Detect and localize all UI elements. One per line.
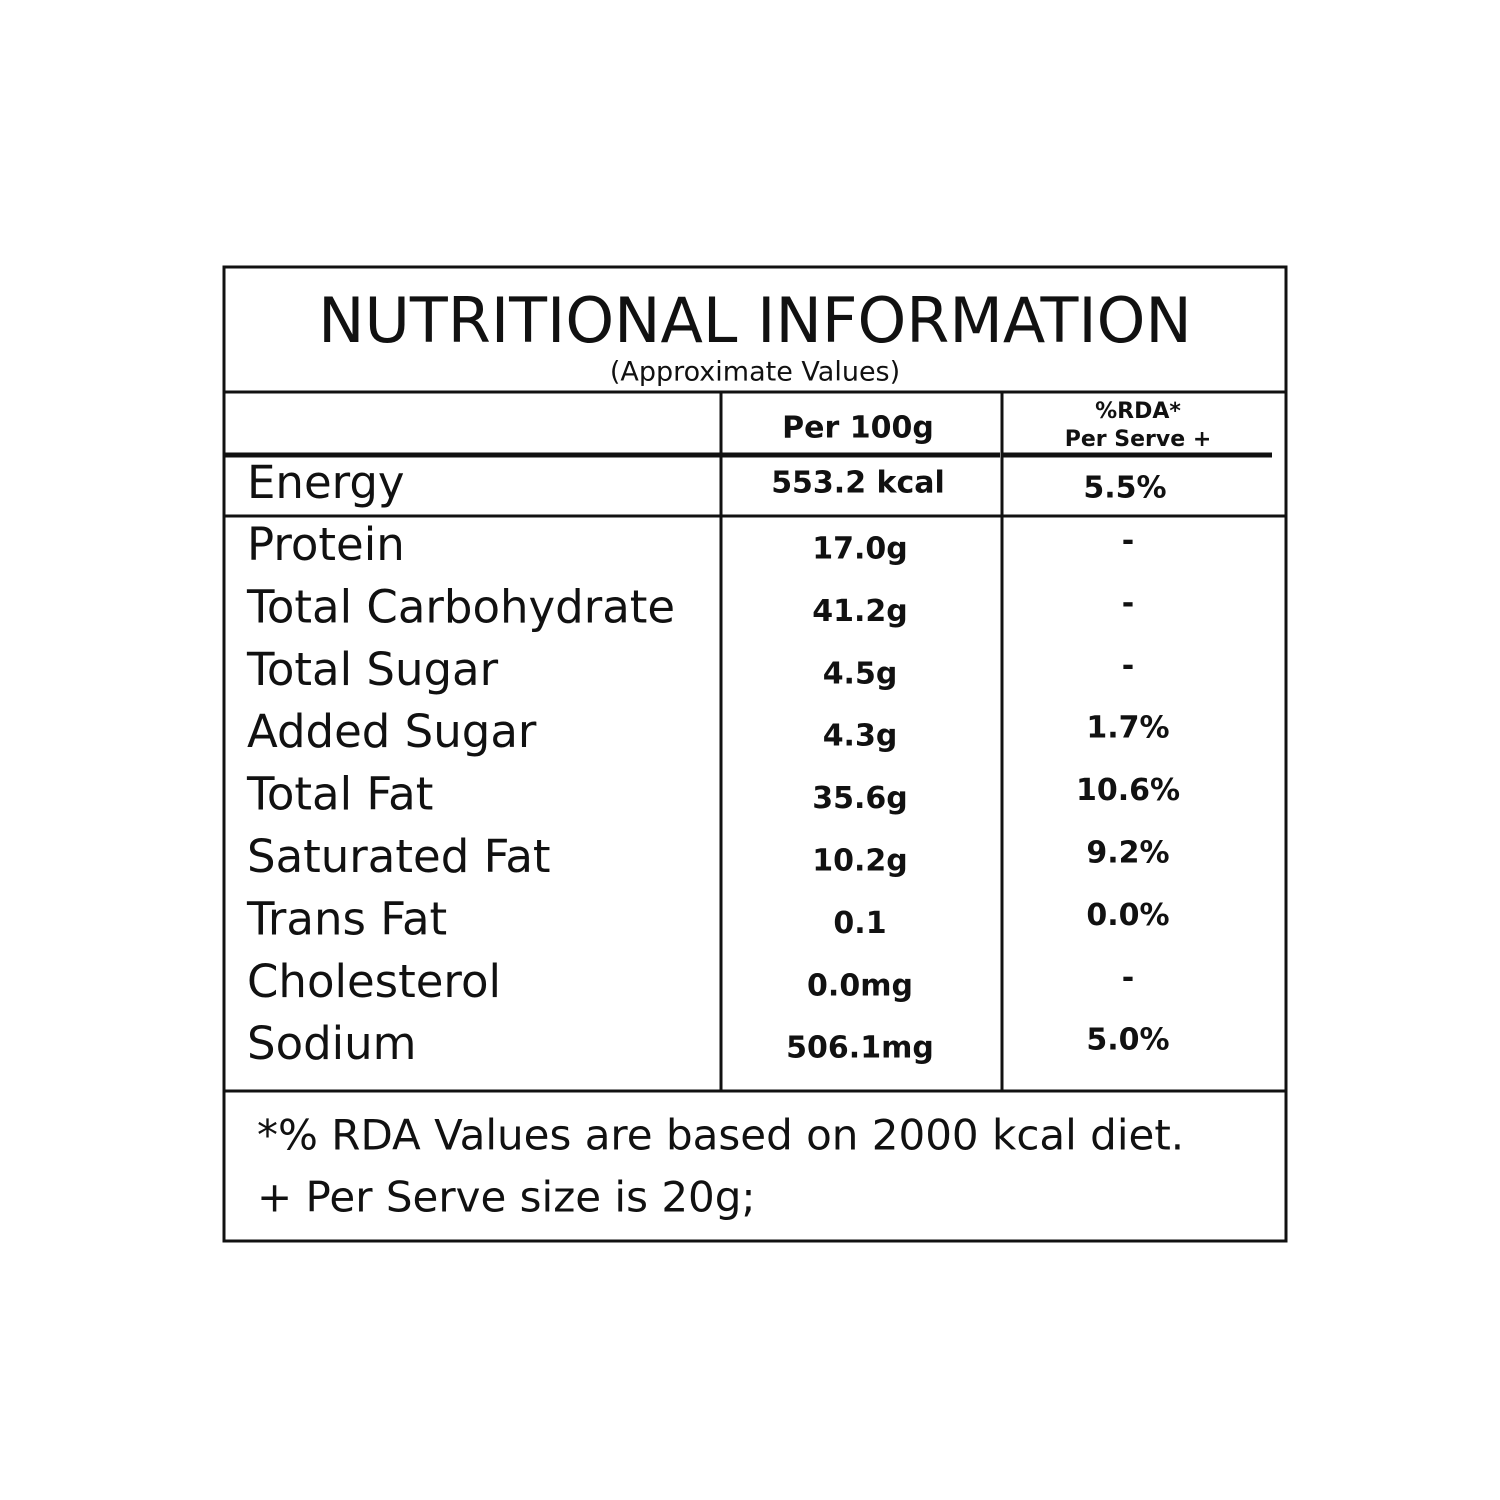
rda-value: 0.0% <box>1086 898 1169 933</box>
rda-value: 5.5% <box>1083 471 1166 506</box>
column-header: %RDA* <box>1095 399 1181 424</box>
nutrient-name: Sodium <box>247 1017 417 1070</box>
nutrient-value: 0.1 <box>833 906 886 941</box>
nutrient-value: 17.0g <box>812 532 908 567</box>
rda-value: - <box>1122 648 1134 683</box>
rda-value: 1.7% <box>1086 711 1169 746</box>
nutrient-name: Trans Fat <box>246 892 447 945</box>
nutrient-name: Cholesterol <box>247 955 501 1008</box>
rda-value: 10.6% <box>1076 773 1180 808</box>
rda-value: 5.0% <box>1086 1023 1169 1058</box>
nutrient-value: 0.0mg <box>807 968 913 1003</box>
nutrient-name: Protein <box>247 518 405 571</box>
nutrient-value: 10.2g <box>812 844 908 879</box>
title: NUTRITIONAL INFORMATION <box>318 284 1192 357</box>
nutrient-name: Total Carbohydrate <box>246 580 675 633</box>
subtitle: (Approximate Values) <box>610 357 900 388</box>
nutrient-name: Added Sugar <box>247 705 537 758</box>
nutrient-name: Saturated Fat <box>247 830 551 883</box>
nutrient-value: 506.1mg <box>786 1031 934 1066</box>
nutrient-name: Total Fat <box>246 768 433 821</box>
nutrient-value: 41.2g <box>812 594 908 629</box>
rda-value: 9.2% <box>1086 836 1169 871</box>
nutrient-value: 553.2 kcal <box>771 466 945 501</box>
nutrient-value: 4.3g <box>823 719 898 754</box>
outer-border <box>222 265 1288 1243</box>
nutrient-value: 4.5g <box>823 656 898 691</box>
footnote: + Per Serve size is 20g; <box>257 1173 756 1222</box>
rda-value: - <box>1122 960 1134 995</box>
footnote: *% RDA Values are based on 2000 kcal die… <box>257 1111 1184 1160</box>
rda-value: - <box>1122 586 1134 621</box>
column-header: Per Serve + <box>1065 427 1212 452</box>
rda-value: - <box>1122 524 1134 559</box>
nutrient-value: 35.6g <box>812 781 908 816</box>
nutrient-name: Total Sugar <box>246 643 499 696</box>
column-header: Per 100g <box>782 411 934 446</box>
nutrient-name: Energy <box>247 456 405 509</box>
